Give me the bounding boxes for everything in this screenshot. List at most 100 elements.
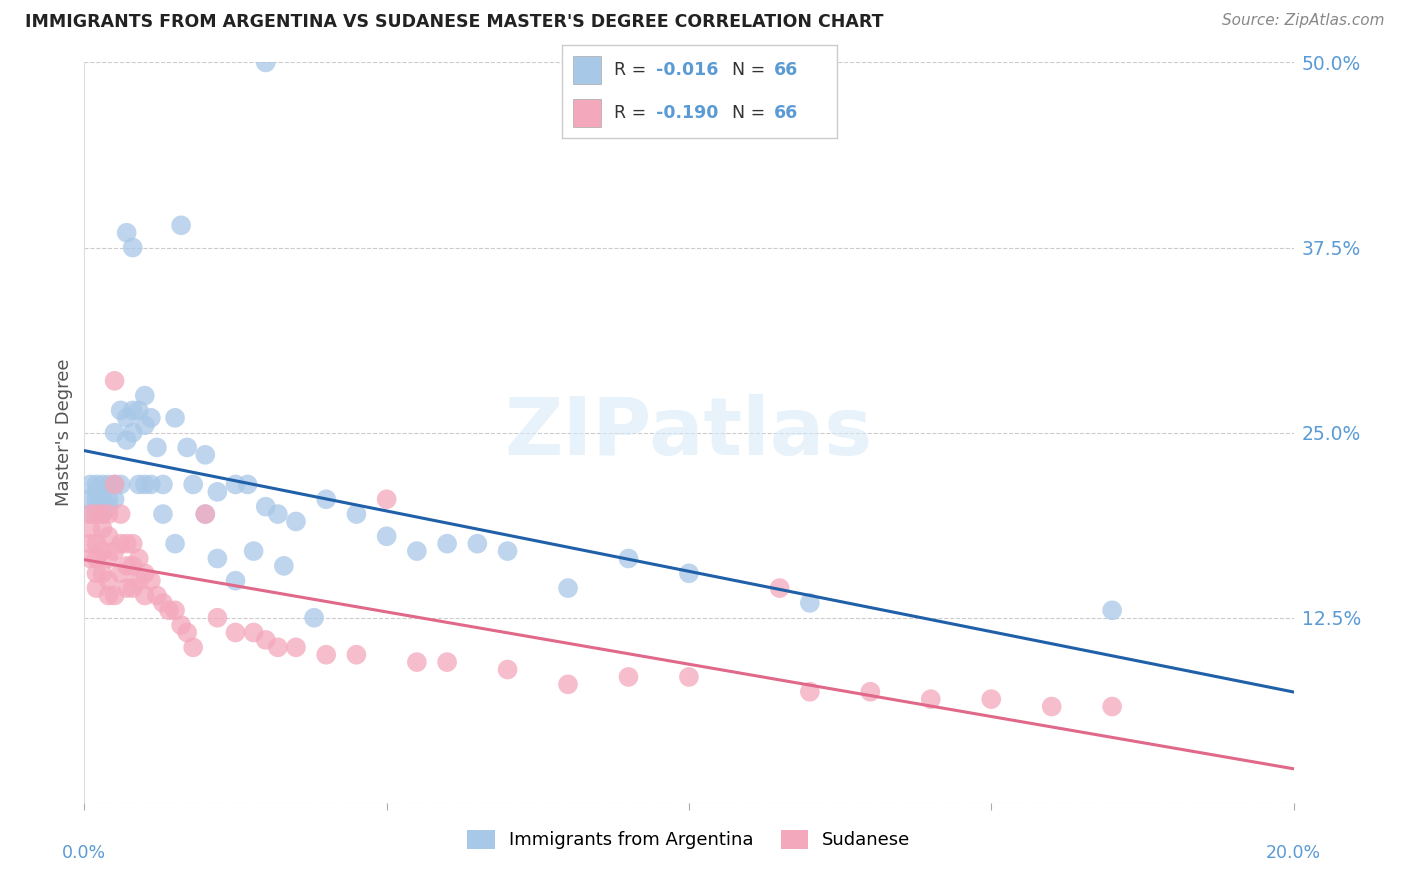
Point xyxy=(86,492,108,507)
Point xyxy=(110,536,132,550)
Point xyxy=(91,507,114,521)
Text: 66: 66 xyxy=(773,104,797,122)
Text: 66: 66 xyxy=(773,61,797,78)
Point xyxy=(134,388,156,402)
Point xyxy=(121,558,143,573)
Point xyxy=(104,492,127,507)
Point xyxy=(346,507,368,521)
Point xyxy=(557,677,579,691)
Point xyxy=(128,403,150,417)
Point xyxy=(86,536,108,550)
Point xyxy=(91,544,114,558)
Point xyxy=(121,581,143,595)
Y-axis label: Master's Degree: Master's Degree xyxy=(55,359,73,507)
Point xyxy=(134,477,156,491)
Point xyxy=(436,536,458,550)
Point xyxy=(467,536,489,550)
Point xyxy=(267,640,290,655)
Point xyxy=(617,670,640,684)
Text: Source: ZipAtlas.com: Source: ZipAtlas.com xyxy=(1222,13,1385,29)
Point xyxy=(91,522,114,536)
Point xyxy=(79,522,101,536)
Point xyxy=(91,566,114,581)
Point xyxy=(242,625,264,640)
Point xyxy=(799,596,821,610)
Point xyxy=(207,484,229,499)
Point xyxy=(176,441,198,455)
Point xyxy=(225,477,247,491)
Point xyxy=(194,507,217,521)
Point xyxy=(254,500,277,514)
Point xyxy=(110,507,132,521)
Point xyxy=(86,551,108,566)
Point xyxy=(194,448,217,462)
Text: R =: R = xyxy=(614,61,652,78)
Point xyxy=(97,551,120,566)
Point xyxy=(121,425,143,440)
Point xyxy=(139,477,162,491)
Point xyxy=(346,648,368,662)
Point xyxy=(79,551,101,566)
Point xyxy=(406,544,429,558)
Point xyxy=(128,551,150,566)
Point xyxy=(139,410,162,425)
Point xyxy=(181,477,204,491)
Legend: Immigrants from Argentina, Sudanese: Immigrants from Argentina, Sudanese xyxy=(460,823,918,856)
Text: -0.190: -0.190 xyxy=(655,104,718,122)
Point xyxy=(86,566,108,581)
Point xyxy=(104,589,127,603)
Point xyxy=(134,418,156,433)
Point xyxy=(496,663,519,677)
Point xyxy=(920,692,942,706)
Point xyxy=(799,685,821,699)
Point xyxy=(104,425,127,440)
Point xyxy=(79,536,101,550)
Point xyxy=(115,410,138,425)
Point xyxy=(285,515,308,529)
Point xyxy=(110,477,132,491)
Text: R =: R = xyxy=(614,104,652,122)
Point xyxy=(170,219,193,233)
Point xyxy=(302,610,325,624)
Point xyxy=(146,441,169,455)
Point xyxy=(121,536,143,550)
Point xyxy=(617,551,640,566)
Point xyxy=(97,529,120,543)
Point xyxy=(86,581,108,595)
Point xyxy=(121,403,143,417)
Point xyxy=(273,558,295,573)
Point xyxy=(152,507,174,521)
Point xyxy=(97,500,120,514)
Point xyxy=(79,492,101,507)
Point xyxy=(104,477,127,491)
Point xyxy=(104,374,127,388)
Text: 0.0%: 0.0% xyxy=(62,844,107,863)
Point xyxy=(859,685,882,699)
Point xyxy=(225,625,247,640)
Point xyxy=(207,610,229,624)
Point xyxy=(91,484,114,499)
Point xyxy=(134,566,156,581)
Point xyxy=(115,433,138,447)
Point xyxy=(375,492,398,507)
Point xyxy=(315,648,337,662)
Point xyxy=(285,640,308,655)
Text: 20.0%: 20.0% xyxy=(1265,844,1322,863)
Point xyxy=(146,589,169,603)
Point xyxy=(375,529,398,543)
Point xyxy=(1040,699,1063,714)
Point xyxy=(267,507,290,521)
Point xyxy=(181,640,204,655)
Point xyxy=(104,544,127,558)
Point xyxy=(254,632,277,647)
Point xyxy=(121,240,143,255)
Point xyxy=(1101,603,1123,617)
Point xyxy=(315,492,337,507)
Point xyxy=(436,655,458,669)
Point xyxy=(980,692,1002,706)
Point xyxy=(110,403,132,417)
Point xyxy=(91,477,114,491)
Point xyxy=(165,536,187,550)
Text: N =: N = xyxy=(733,104,770,122)
Point xyxy=(236,477,259,491)
